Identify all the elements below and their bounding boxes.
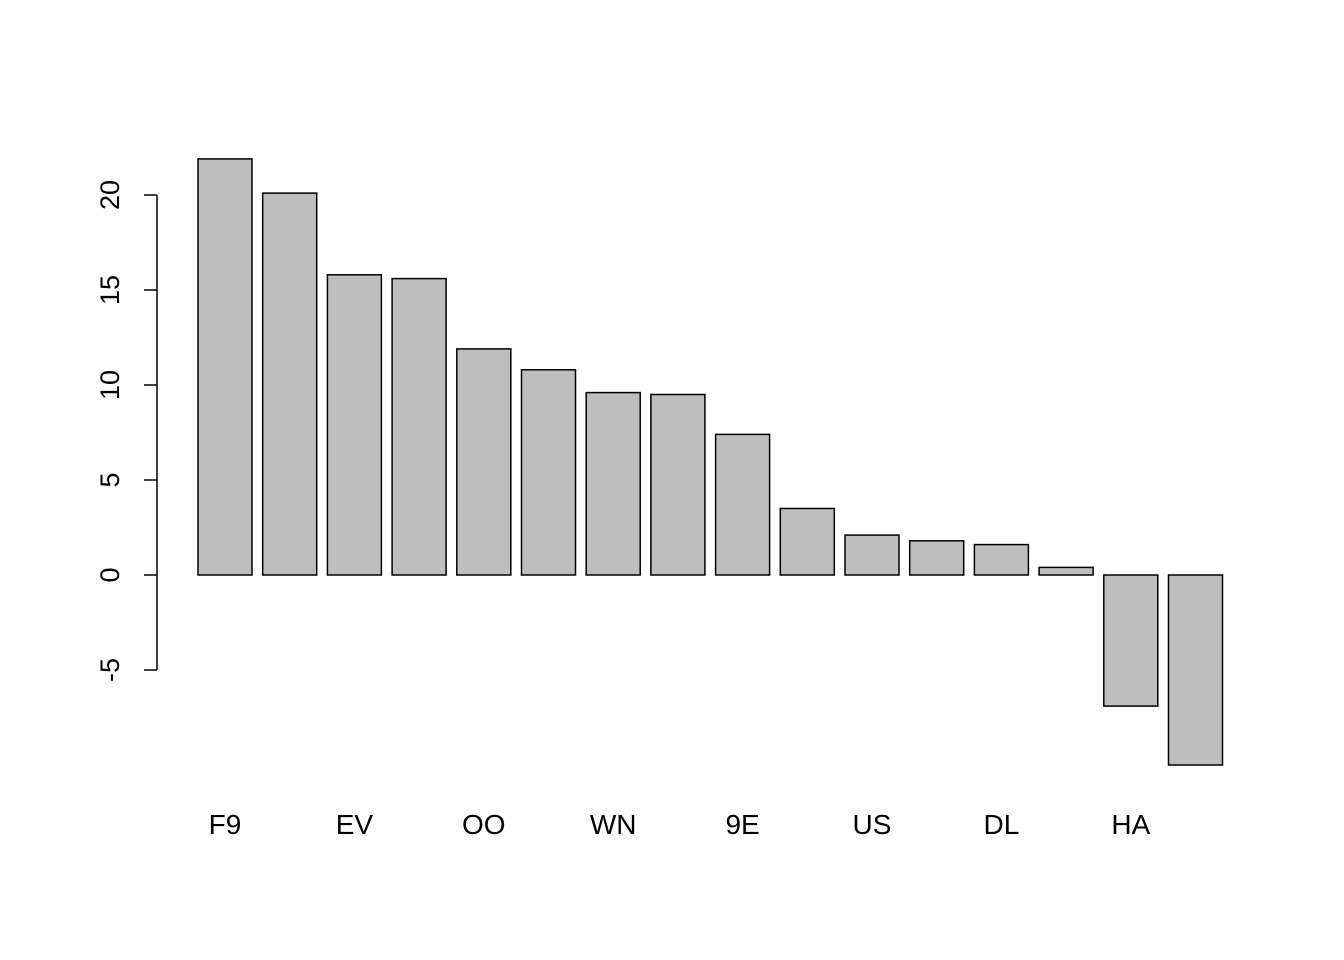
bar xyxy=(973,543,1030,576)
y-tick-label: 10 xyxy=(95,370,125,400)
x-category-label: DL xyxy=(984,809,1020,840)
bar xyxy=(650,393,706,576)
bar xyxy=(1103,574,1159,707)
bar xyxy=(261,192,318,576)
y-tick-label: 5 xyxy=(95,472,125,487)
bar xyxy=(585,391,641,576)
y-tick-label: 15 xyxy=(95,275,125,305)
bars xyxy=(197,158,1224,766)
bar xyxy=(1038,566,1094,576)
x-category-label: HA xyxy=(1111,809,1150,840)
bar xyxy=(520,369,577,576)
x-category-label: OO xyxy=(462,809,506,840)
x-category-label: F9 xyxy=(209,809,242,840)
bar xyxy=(908,540,965,576)
bar xyxy=(1167,574,1224,766)
x-category-label: US xyxy=(853,809,892,840)
bar xyxy=(391,277,447,576)
x-category-label: WN xyxy=(590,809,637,840)
y-tick-label: 20 xyxy=(95,180,125,210)
x-category-label: EV xyxy=(336,809,374,840)
y-tick-label: -5 xyxy=(95,658,125,682)
x-category-label: 9E xyxy=(725,809,759,840)
x-axis-labels: F9 EV OO WN 9E US DL HA xyxy=(209,809,1151,840)
bar xyxy=(197,158,253,576)
y-axis: -5 0 5 10 15 20 xyxy=(95,180,158,682)
bar xyxy=(714,433,771,576)
bar xyxy=(844,534,900,576)
y-tick-label: 0 xyxy=(95,567,125,582)
bar xyxy=(779,507,836,576)
bar xyxy=(456,348,512,576)
bar xyxy=(326,274,383,576)
